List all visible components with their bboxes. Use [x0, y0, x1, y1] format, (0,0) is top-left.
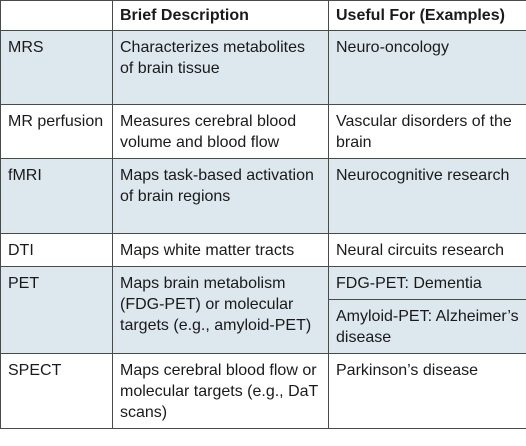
technique-cell: fMRI: [0, 158, 113, 234]
useful-for-cell: Neural circuits research: [328, 233, 526, 267]
table-row-pet: PET Maps brain metabolism (FDG-PET) or m…: [0, 266, 526, 354]
table-row-mr-perfusion: MR perfusion Measures cerebral blood vol…: [0, 104, 526, 159]
technique-cell: PET: [0, 266, 113, 354]
description-cell: Measures cerebral blood volume and blood…: [112, 104, 329, 159]
header-row: Brief Description Useful For (Examples): [0, 0, 526, 31]
description-cell: Maps task-based activation of brain regi…: [112, 158, 329, 234]
table-row-mrs: MRS Characterizes metabolites of brain t…: [0, 30, 526, 105]
description-cell: Maps cerebral blood flow or molecular ta…: [112, 353, 329, 429]
table-row-pet-continued: Amyloid-PET: Alzheimer’s disease: [1, 299, 526, 354]
technique-cell: MR perfusion: [0, 104, 113, 159]
technique-cell: DTI: [0, 233, 113, 267]
description-cell: Maps brain metabolism (FDG-PET) or molec…: [112, 266, 329, 354]
useful-for-cell: Amyloid-PET: Alzheimer’s disease: [328, 299, 526, 354]
useful-for-cell: Neurocognitive research: [328, 158, 526, 234]
useful-for-cell: FDG-PET: Dementia: [328, 266, 526, 300]
technique-cell: MRS: [0, 30, 113, 105]
technique-cell: SPECT: [0, 353, 113, 429]
header-useful-for: Useful For (Examples): [328, 0, 526, 31]
useful-for-cell: Parkinson’s disease: [328, 353, 526, 429]
table-row-dti: DTI Maps white matter tracts Neural circ…: [0, 233, 526, 267]
header-technique: [0, 0, 113, 31]
table-row-fmri: fMRI Maps task-based activation of brain…: [0, 158, 526, 234]
header-brief-description: Brief Description: [112, 0, 329, 31]
imaging-techniques-table: Brief Description Useful For (Examples) …: [0, 0, 526, 429]
description-cell: Characterizes metabolites of brain tissu…: [112, 30, 329, 105]
useful-for-cell: Vascular disorders of the brain: [328, 104, 526, 159]
useful-for-cell: Neuro-oncology: [328, 30, 526, 105]
description-cell: Maps white matter tracts: [112, 233, 329, 267]
table-row-spect: SPECT Maps cerebral blood flow or molecu…: [0, 353, 526, 429]
